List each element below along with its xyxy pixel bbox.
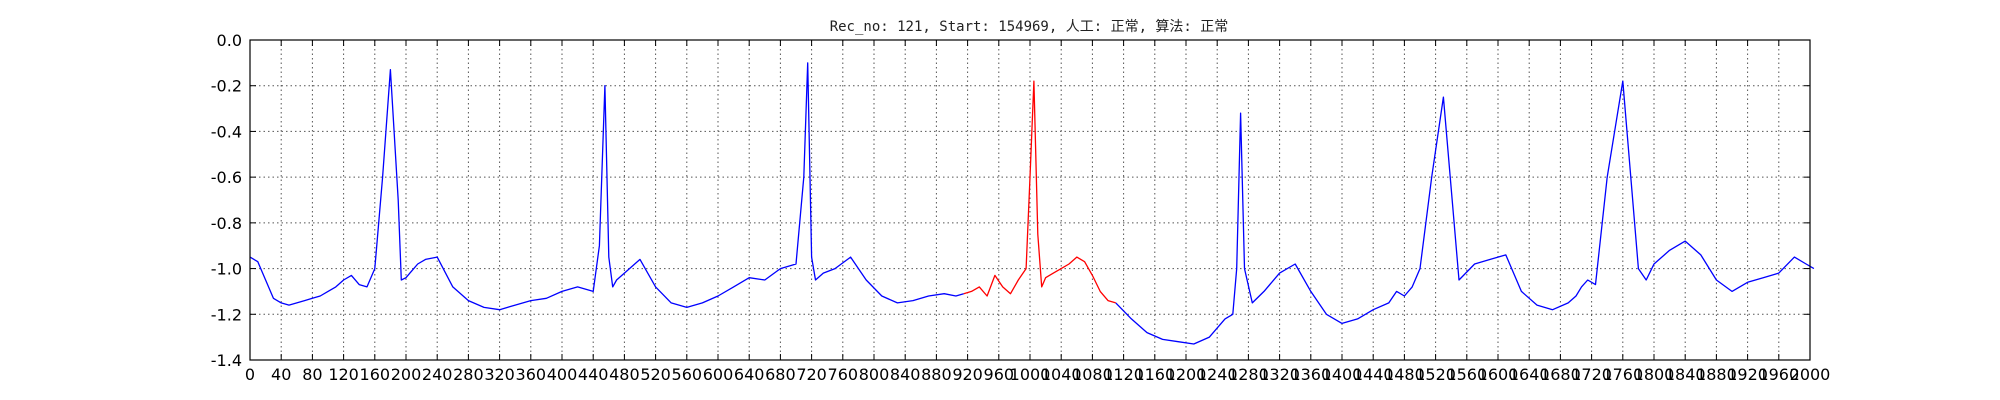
x-tick-label: 800 <box>859 365 890 384</box>
y-tick-label: -1.4 <box>211 351 242 370</box>
ecg-series-line <box>1115 80 1815 345</box>
x-tick-label: 720 <box>796 365 827 384</box>
x-tick-label: 0 <box>245 365 255 384</box>
x-tick-label: 1800 <box>1634 365 1675 384</box>
x-tick-label: 1600 <box>1478 365 1519 384</box>
y-tick-label: 0.0 <box>217 31 242 50</box>
x-tick-label: 120 <box>328 365 359 384</box>
x-tick-label: 400 <box>547 365 578 384</box>
ecg-series-line <box>249 62 964 311</box>
x-tick-label: 1200 <box>1166 365 1207 384</box>
x-tick-label: 360 <box>516 365 547 384</box>
series-lines <box>249 62 1815 345</box>
x-tick-label: 80 <box>302 365 322 384</box>
x-axis-ticks: 0 40 80 120 160 200 240 280 320 360 400 440 480 520 56… <box>245 40 1830 384</box>
x-tick-label: 440 <box>578 365 609 384</box>
y-tick-label: -0.6 <box>211 168 242 187</box>
x-tick-label: 920 <box>952 365 983 384</box>
x-tick-label: 1360 <box>1290 365 1331 384</box>
x-tick-label: 160 <box>360 365 391 384</box>
y-tick-label: -0.4 <box>211 122 242 141</box>
x-tick-label: 1560 <box>1446 365 1487 384</box>
x-tick-label: 760 <box>828 365 859 384</box>
y-tick-label: -1.2 <box>211 305 242 324</box>
x-tick-label: 880 <box>921 365 952 384</box>
x-tick-label: 200 <box>391 365 422 384</box>
x-tick-label: 1960 <box>1758 365 1799 384</box>
y-tick-label: -0.8 <box>211 214 242 233</box>
x-tick-label: 1680 <box>1540 365 1581 384</box>
x-tick-label: 2000 <box>1790 365 1831 384</box>
x-tick-label: 480 <box>609 365 640 384</box>
x-tick-label: 1520 <box>1415 365 1456 384</box>
x-tick-label: 960 <box>984 365 1015 384</box>
x-tick-label: 280 <box>453 365 484 384</box>
x-tick-label: 640 <box>734 365 765 384</box>
x-tick-label: 1640 <box>1509 365 1550 384</box>
x-tick-label: 1120 <box>1103 365 1144 384</box>
x-tick-label: 680 <box>765 365 796 384</box>
x-tick-label: 1840 <box>1665 365 1706 384</box>
x-tick-label: 1080 <box>1072 365 1113 384</box>
ecg-series-line <box>963 80 1116 304</box>
x-tick-label: 1920 <box>1727 365 1768 384</box>
y-axis-ticks: 0.0 -0.2 -0.4 -0.6 -0.8 -1.0 -1.2 -1.4 <box>211 31 1810 370</box>
y-tick-label: -1.0 <box>211 260 242 279</box>
x-tick-label: 1240 <box>1197 365 1238 384</box>
x-tick-label: 1440 <box>1353 365 1394 384</box>
x-tick-label: 1720 <box>1571 365 1612 384</box>
x-tick-label: 1160 <box>1134 365 1175 384</box>
x-tick-label: 1400 <box>1322 365 1363 384</box>
x-tick-label: 240 <box>422 365 453 384</box>
x-tick-label: 1000 <box>1010 365 1051 384</box>
x-tick-label: 1280 <box>1228 365 1269 384</box>
x-tick-label: 1480 <box>1384 365 1425 384</box>
x-tick-label: 1760 <box>1602 365 1643 384</box>
x-tick-label: 1040 <box>1041 365 1082 384</box>
x-tick-label: 320 <box>484 365 515 384</box>
x-tick-label: 560 <box>672 365 703 384</box>
plot-frame <box>249 39 1811 361</box>
x-tick-label: 1880 <box>1696 365 1737 384</box>
grid-lines <box>249 39 1811 361</box>
x-tick-label: 600 <box>703 365 734 384</box>
y-tick-label: -0.2 <box>211 77 242 96</box>
x-tick-label: 40 <box>271 365 291 384</box>
x-tick-label: 520 <box>640 365 671 384</box>
x-tick-label: 1320 <box>1259 365 1300 384</box>
chart-title: Rec_no: 121, Start: 154969, 人工: 正常, 算法: … <box>830 19 1229 35</box>
x-tick-label: 840 <box>890 365 921 384</box>
